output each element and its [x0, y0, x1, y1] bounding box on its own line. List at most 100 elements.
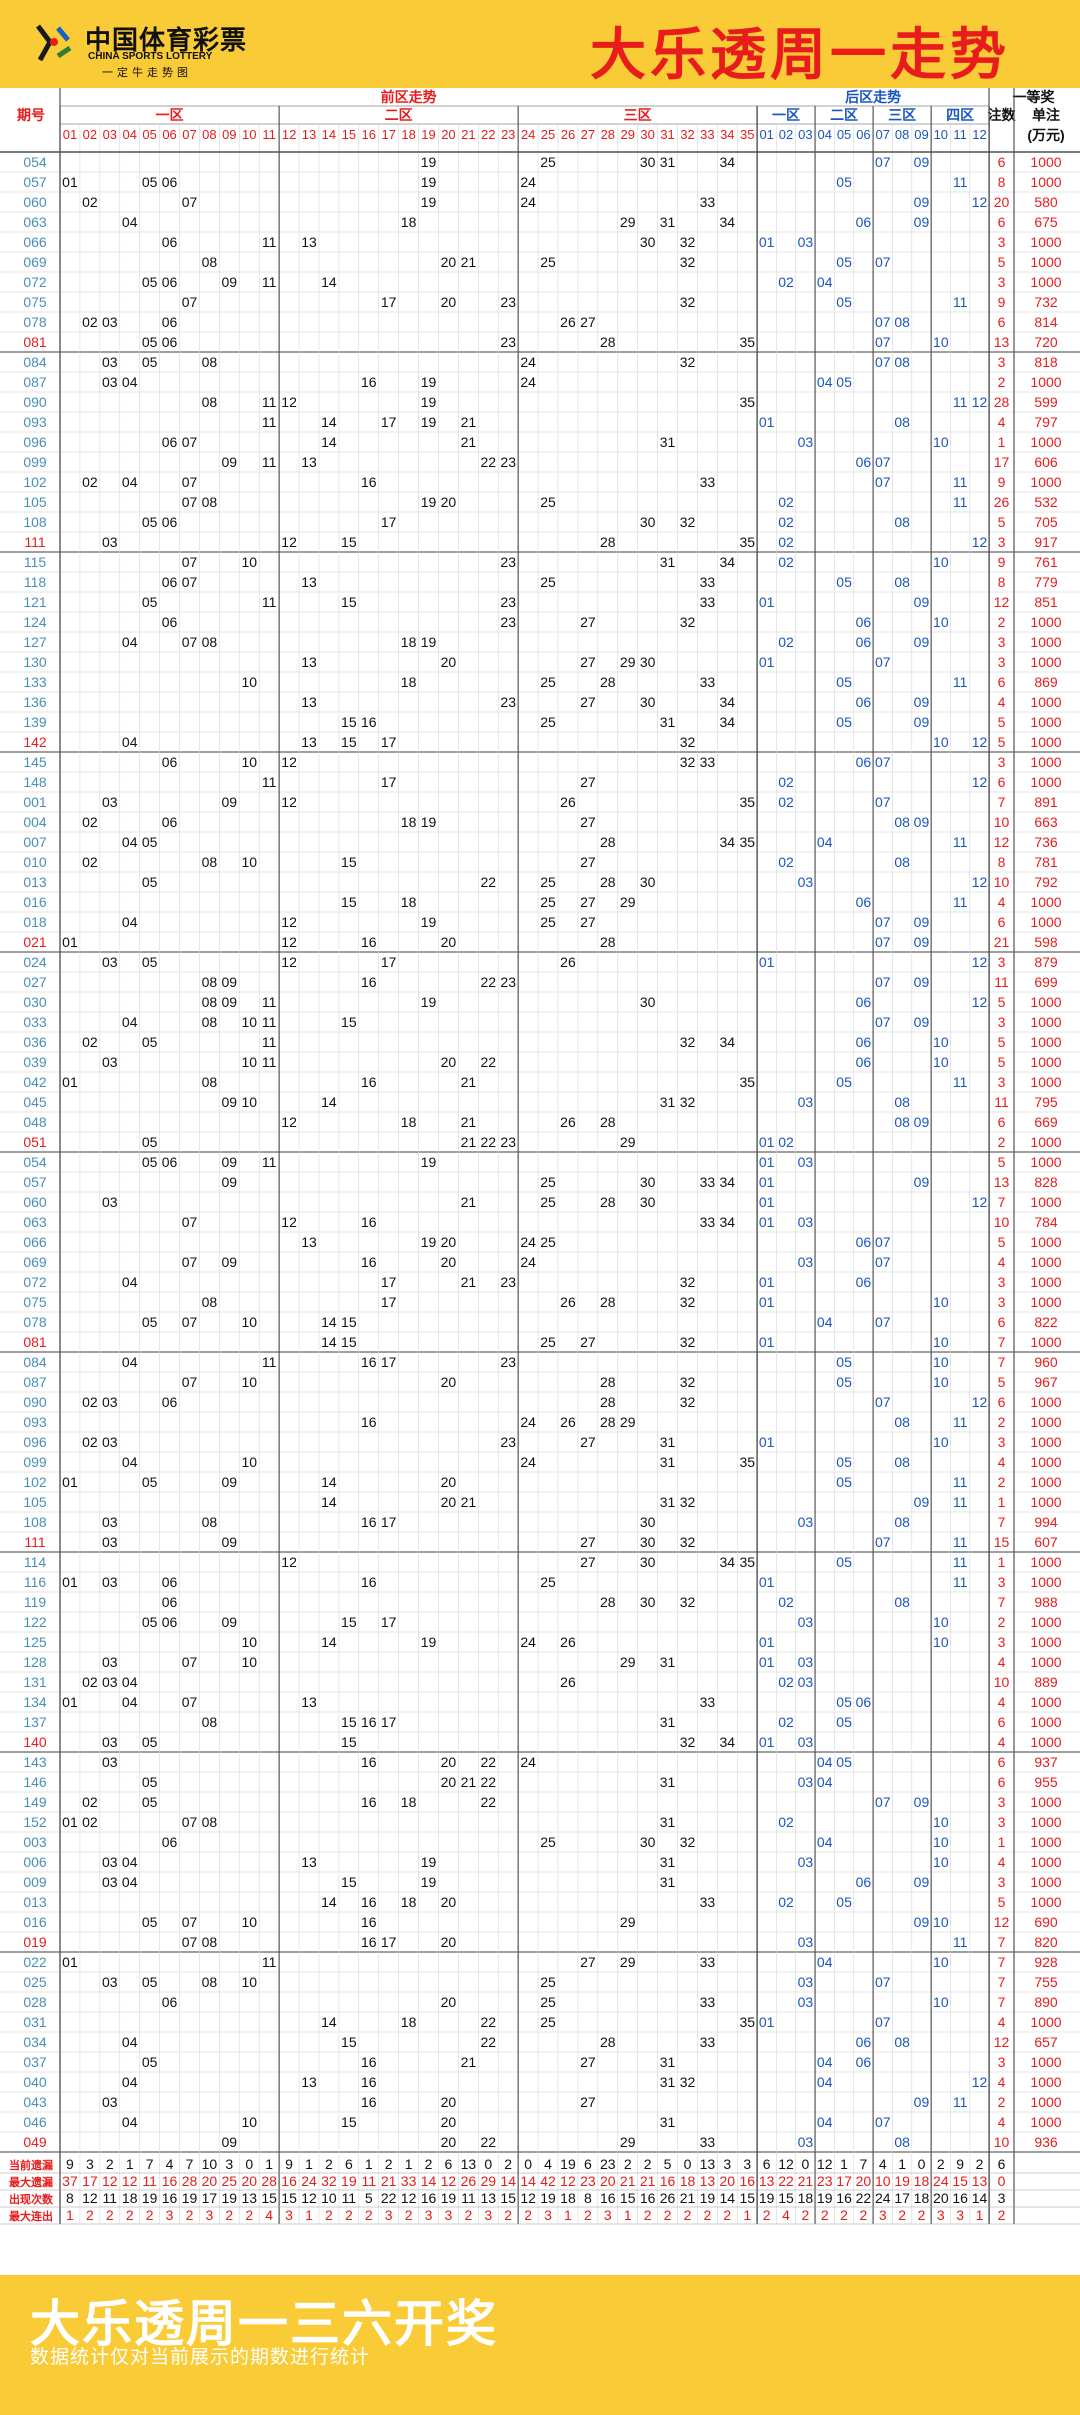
front-ball: 08 — [202, 1014, 218, 1030]
front-ball: 18 — [401, 674, 417, 690]
front-ball: 02 — [82, 1814, 98, 1830]
front-ball: 28 — [600, 674, 616, 690]
front-ball: 17 — [381, 954, 397, 970]
front-ball: 01 — [62, 934, 78, 950]
front-ball: 33 — [700, 1954, 716, 1970]
front-ball: 25 — [540, 894, 556, 910]
prize-amount: 988 — [1034, 1594, 1058, 1610]
prize-amount: 690 — [1034, 1914, 1058, 1930]
front-ball: 23 — [500, 1434, 516, 1450]
prize-amount: 960 — [1034, 1354, 1058, 1370]
prize-amount: 1000 — [1030, 634, 1061, 650]
winner-count: 3 — [998, 1014, 1006, 1030]
winner-count: 7 — [998, 1354, 1006, 1370]
front-stat: 42 — [540, 2173, 556, 2189]
front-stat: 12 — [520, 2190, 536, 2206]
prize-amount: 851 — [1034, 594, 1058, 610]
period-label: 119 — [24, 1594, 47, 1610]
back-ball: 06 — [856, 1694, 872, 1710]
back-number-header: 02 — [779, 127, 793, 142]
front-ball: 28 — [600, 1594, 616, 1610]
front-number-header: 18 — [401, 127, 415, 142]
front-ball: 32 — [680, 1374, 696, 1390]
back-ball: 04 — [817, 1774, 833, 1790]
front-ball: 20 — [441, 1754, 457, 1770]
front-ball: 05 — [142, 354, 158, 370]
period-label: 013 — [23, 1894, 47, 1910]
front-ball: 28 — [600, 834, 616, 850]
front-ball: 19 — [421, 914, 437, 930]
front-ball: 19 — [421, 174, 437, 190]
prize-amount: 1000 — [1030, 1134, 1061, 1150]
front-ball: 20 — [441, 494, 457, 510]
winner-count: 5 — [998, 254, 1006, 270]
back-ball: 04 — [817, 274, 833, 290]
front-ball: 27 — [580, 2054, 596, 2070]
stat-label: 最大连出 — [9, 2209, 53, 2223]
front-stat: 15 — [261, 2190, 277, 2206]
period-label: 057 — [23, 174, 47, 190]
front-stat: 12 — [122, 2173, 138, 2189]
front-ball: 32 — [680, 1294, 696, 1310]
front-number-header: 03 — [103, 127, 117, 142]
front-ball: 06 — [162, 1614, 178, 1630]
front-ball: 03 — [102, 354, 118, 370]
back-ball: 04 — [817, 2054, 833, 2070]
prize-amount: 732 — [1034, 294, 1058, 310]
winner-count: 3 — [998, 634, 1006, 650]
front-ball: 28 — [600, 934, 616, 950]
front-ball: 25 — [540, 674, 556, 690]
front-stat: 3 — [86, 2156, 94, 2172]
front-number-header: 13 — [302, 127, 316, 142]
front-ball: 19 — [421, 814, 437, 830]
front-ball: 30 — [640, 514, 656, 530]
period-label: 084 — [23, 354, 47, 370]
front-ball: 30 — [640, 1594, 656, 1610]
back-ball: 01 — [759, 1434, 775, 1450]
front-ball: 27 — [580, 1434, 596, 1450]
period-label: 066 — [23, 234, 47, 250]
period-label: 111 — [24, 534, 45, 550]
front-stat: 16 — [162, 2173, 178, 2189]
back-ball: 04 — [817, 374, 833, 390]
winner-count: 8 — [998, 574, 1006, 590]
front-ball: 03 — [102, 1194, 118, 1210]
back-ball: 01 — [759, 1214, 775, 1230]
back-ball: 07 — [875, 934, 891, 950]
front-ball: 19 — [421, 994, 437, 1010]
front-stat: 19 — [700, 2190, 716, 2206]
winner-count: 7 — [998, 1194, 1006, 1210]
front-ball: 31 — [660, 1454, 676, 1470]
front-ball: 06 — [162, 174, 178, 190]
front-ball: 02 — [82, 1674, 98, 1690]
back-ball: 10 — [933, 1834, 949, 1850]
prize-amount: 1000 — [1030, 1274, 1061, 1290]
period-label: 001 — [23, 794, 47, 810]
back-number-header: 03 — [798, 127, 812, 142]
front-stat: 23 — [580, 2173, 596, 2189]
period-label: 137 — [23, 1714, 47, 1730]
front-ball: 25 — [540, 1334, 556, 1350]
prize-amount: 936 — [1034, 2134, 1058, 2150]
back-ball: 01 — [759, 1174, 775, 1190]
front-stat: 3 — [225, 2156, 233, 2172]
back-ball: 07 — [875, 1794, 891, 1810]
front-ball: 22 — [480, 1054, 496, 1070]
winner-count: 4 — [998, 1854, 1006, 1870]
back-stat: 18 — [914, 2173, 930, 2189]
front-ball: 10 — [241, 1634, 257, 1650]
footer-note: 数据统计仅对当前展示的期数进行统计 — [30, 2346, 371, 2368]
back-ball: 05 — [836, 1374, 852, 1390]
back-ball: 02 — [778, 1894, 794, 1910]
period-label: 006 — [23, 1854, 47, 1870]
front-stat: 3 — [604, 2207, 612, 2223]
front-ball: 24 — [520, 374, 536, 390]
front-number-header: 28 — [601, 127, 615, 142]
front-ball: 32 — [680, 1094, 696, 1110]
back-ball: 06 — [856, 754, 872, 770]
extra-stat: 6 — [998, 2156, 1006, 2172]
front-ball: 34 — [720, 1734, 736, 1750]
front-ball: 04 — [122, 1854, 138, 1870]
back-ball: 08 — [894, 354, 910, 370]
front-ball: 02 — [82, 1394, 98, 1410]
